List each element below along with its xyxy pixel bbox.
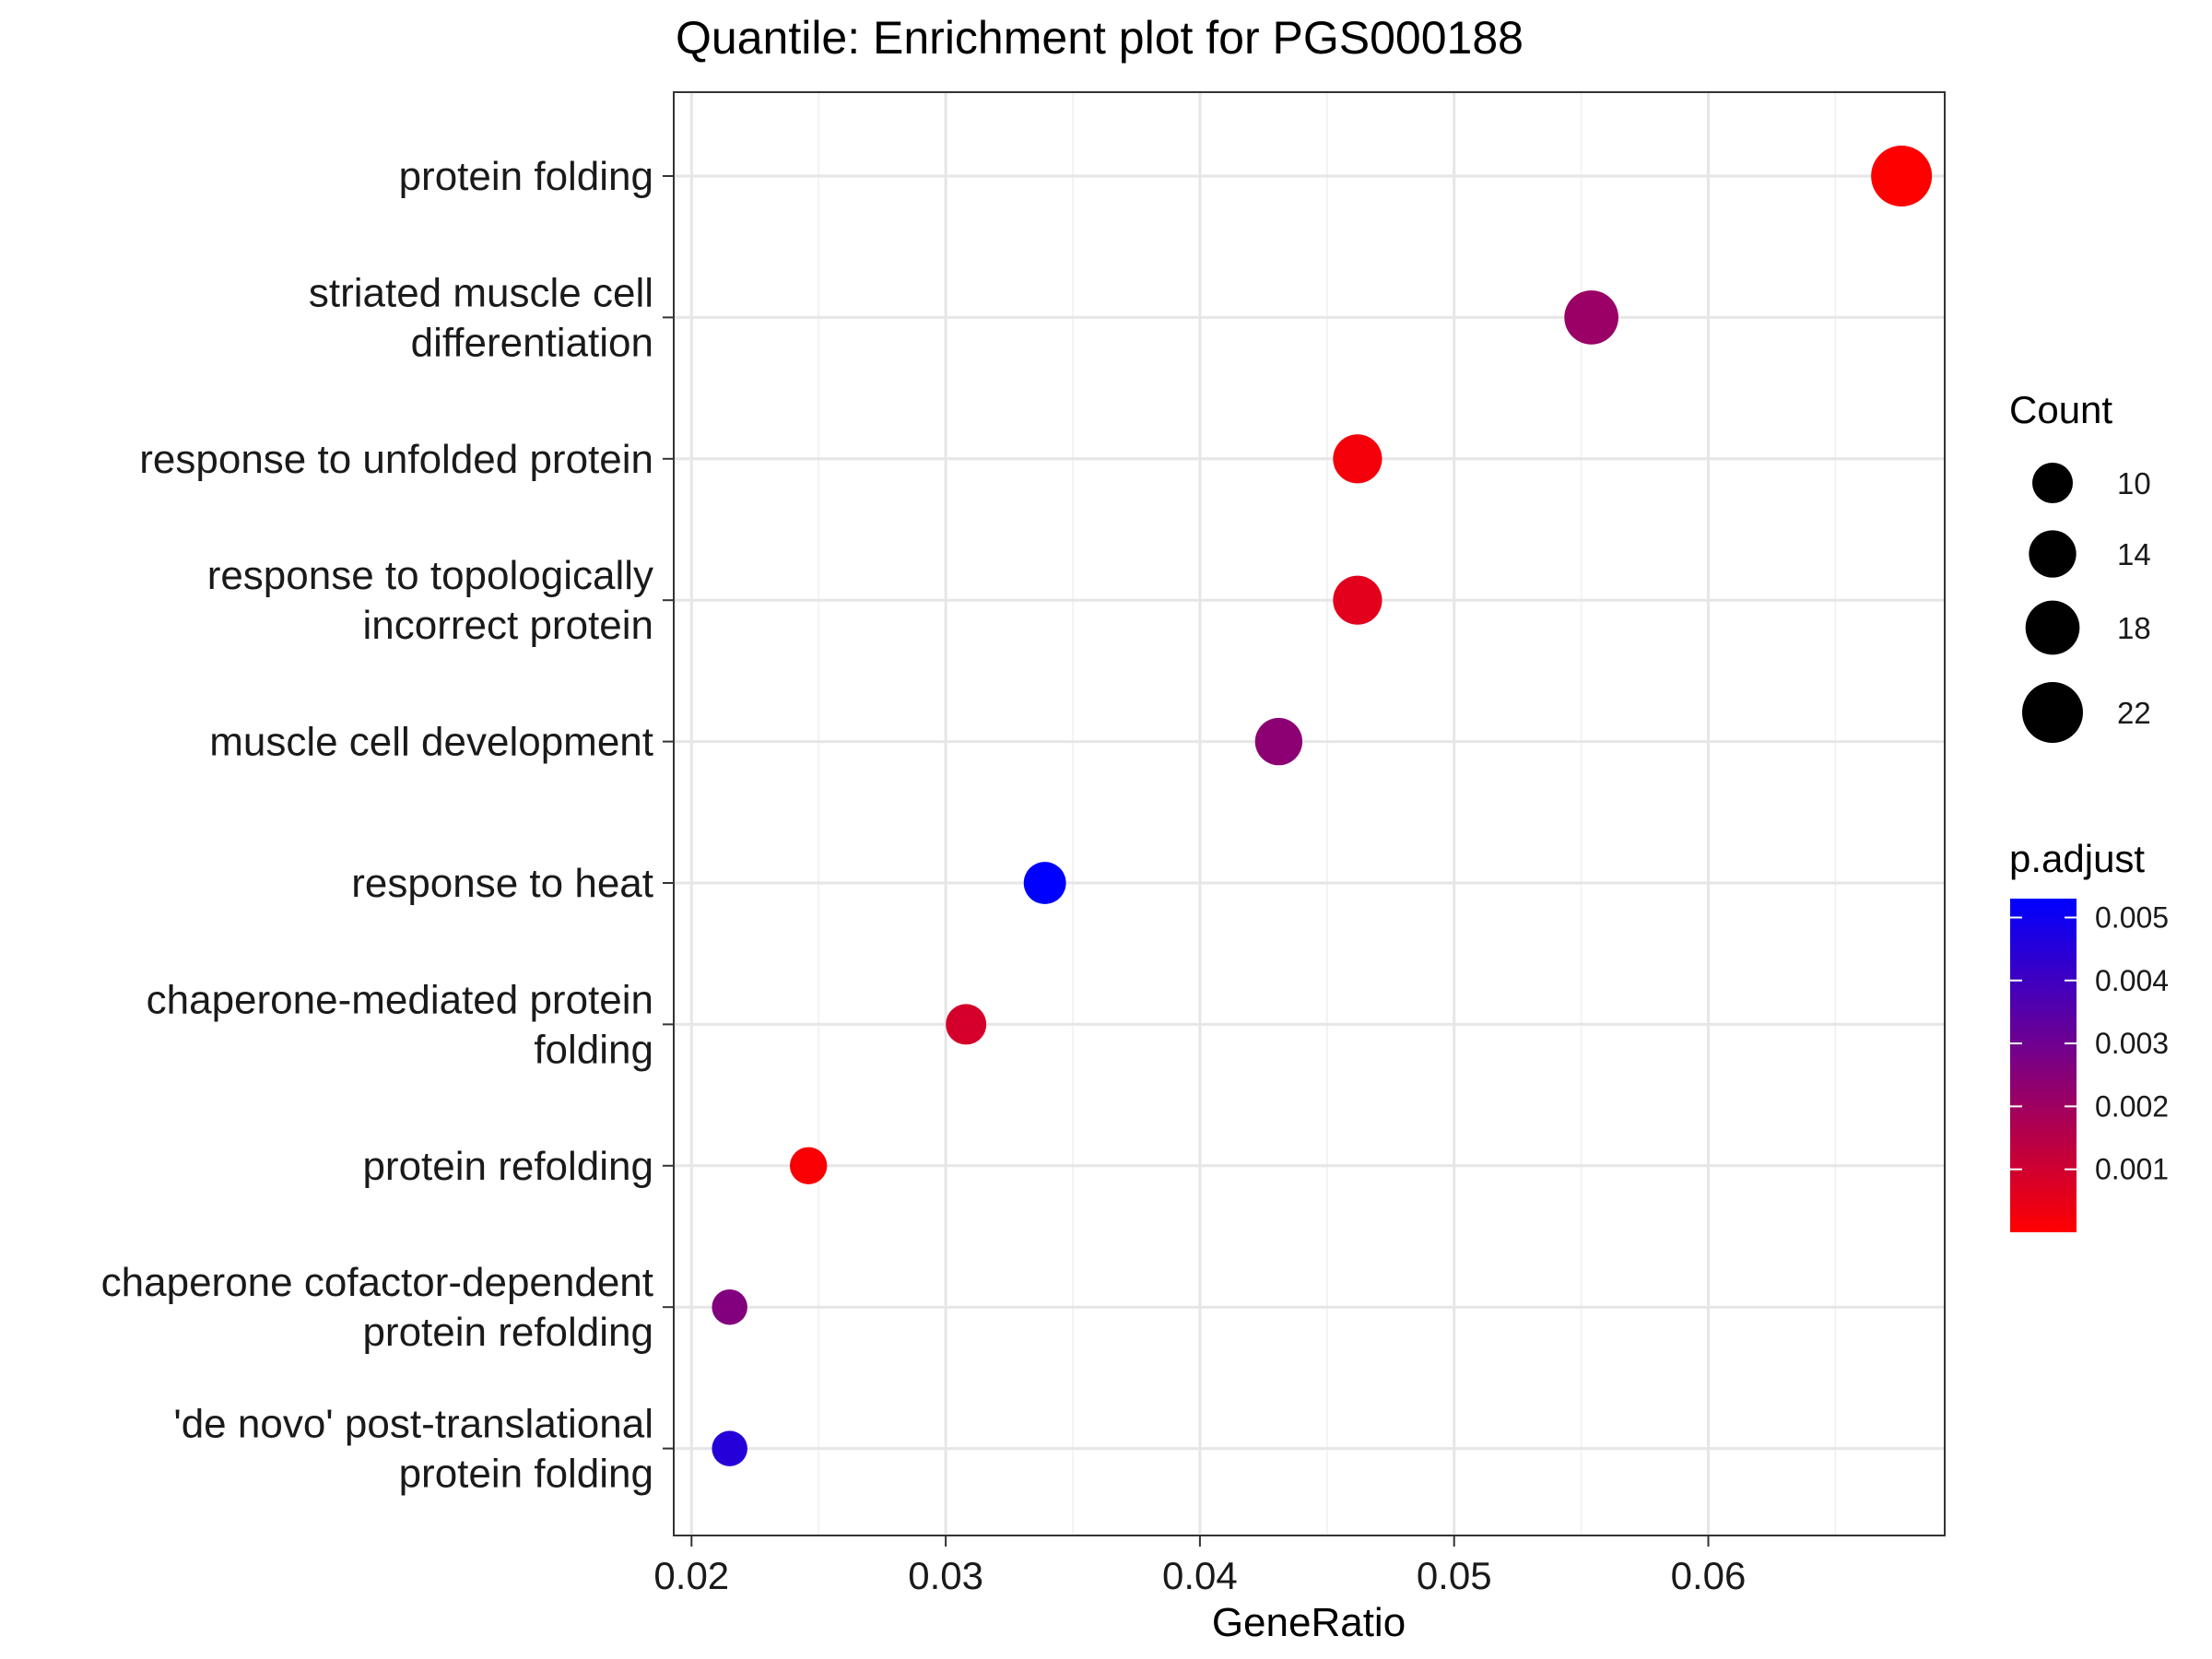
y-tick-label: protein folding [399,154,653,199]
size-legend-label: 18 [2117,611,2151,645]
size-legend-key [2022,682,2083,743]
grid-layer [674,92,1945,1535]
color-legend-label: 0.005 [2095,900,2169,934]
axis-layer: protein folding striated muscle cell diffe… [101,154,1747,1597]
color-legend-bar [2010,899,2077,1232]
color-legend-title: p.adjust [2009,837,2145,880]
color-legend-label: 0.001 [2095,1153,2169,1186]
points-layer [712,146,1933,1466]
chart-title: Quantile: Enrichment plot for PGS000188 [676,12,1524,64]
size-legend-title: Count [2009,388,2112,431]
y-tick-label: incorrect protein [363,603,653,648]
panel-border [673,91,1946,1536]
size-legend-label: 22 [2117,696,2151,730]
size-legend-key [2029,530,2077,578]
color-legend-label: 0.002 [2095,1089,2169,1123]
y-tick-label: chaperone cofactor-dependent [101,1260,653,1305]
y-tick-label: response to topologically [207,553,653,598]
size-legend-label: 14 [2117,537,2151,571]
size-legend-key [2025,600,2080,655]
data-point [1564,290,1618,345]
data-point [1871,146,1933,206]
y-tick-label: 'de novo' post-translational [173,1402,653,1447]
data-point [1254,717,1303,766]
x-tick-label: 0.05 [1417,1554,1492,1597]
data-point [712,1430,747,1466]
data-point [1023,862,1066,904]
color-legend-label: 0.004 [2095,964,2169,997]
y-tick-label: differentiation [411,320,653,365]
data-point [712,1288,747,1325]
x-tick-label: 0.06 [1671,1554,1747,1597]
size-legend-label: 10 [2117,466,2151,500]
x-tick-label: 0.04 [1162,1554,1238,1597]
y-tick-label: protein folding [399,1452,653,1497]
y-tick-label: protein refolding [362,1144,653,1189]
y-tick-label: protein refolding [362,1310,653,1355]
y-tick-label: chaperone-mediated protein [147,977,653,1022]
data-point [946,1004,987,1045]
data-point [790,1147,828,1184]
y-tick-label: response to heat [351,861,653,906]
y-tick-label: response to unfolded protein [139,437,653,482]
y-tick-label: striated muscle cell [309,270,653,315]
x-tick-label: 0.03 [908,1554,983,1597]
legend-layer: Count 10 14 18 22 p.adjust 0.005 0.004 0.003 0.00… [2009,388,2169,1232]
y-tick-label: folding [534,1027,653,1072]
size-legend-key [2032,463,2073,503]
data-point [1333,434,1382,484]
x-axis-title: GeneRatio [1212,1600,1406,1645]
color-legend-label: 0.003 [2095,1027,2169,1060]
data-point [1333,575,1382,625]
x-tick-label: 0.02 [653,1554,729,1597]
y-tick-label: muscle cell development [209,720,653,765]
